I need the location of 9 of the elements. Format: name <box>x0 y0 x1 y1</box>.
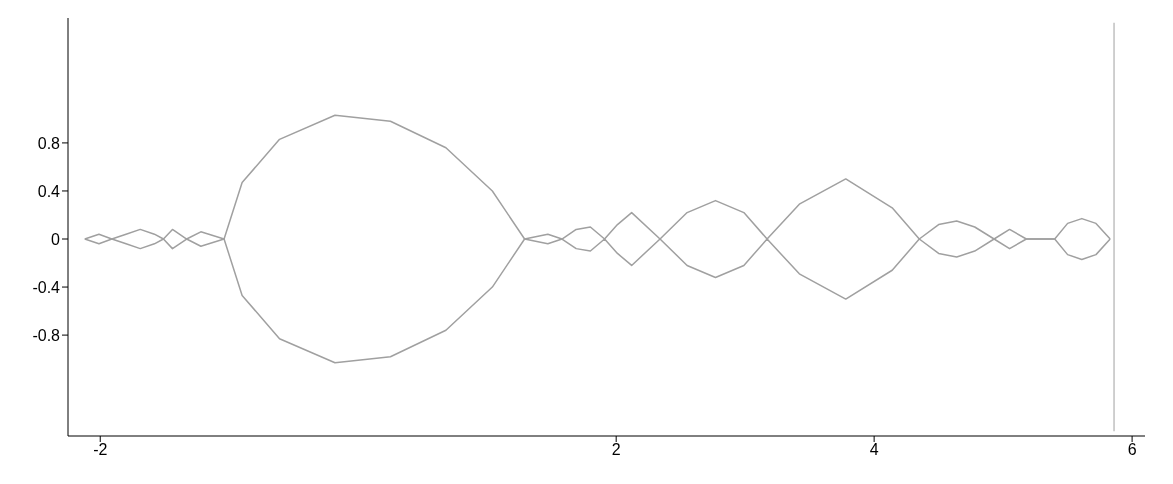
x-tick-label: 2 <box>611 441 621 459</box>
y-tick-label: 0.8 <box>37 134 61 152</box>
x-tick-label: -2 <box>93 441 108 459</box>
x-tick-label: 4 <box>869 441 879 459</box>
y-tick-label: -0.4 <box>32 278 61 296</box>
y-tick-label: -0.8 <box>32 326 61 344</box>
y-tick-label: 0.4 <box>37 182 61 200</box>
y-tick-label: 0 <box>51 230 61 248</box>
x-tick-label: 6 <box>1127 441 1137 459</box>
